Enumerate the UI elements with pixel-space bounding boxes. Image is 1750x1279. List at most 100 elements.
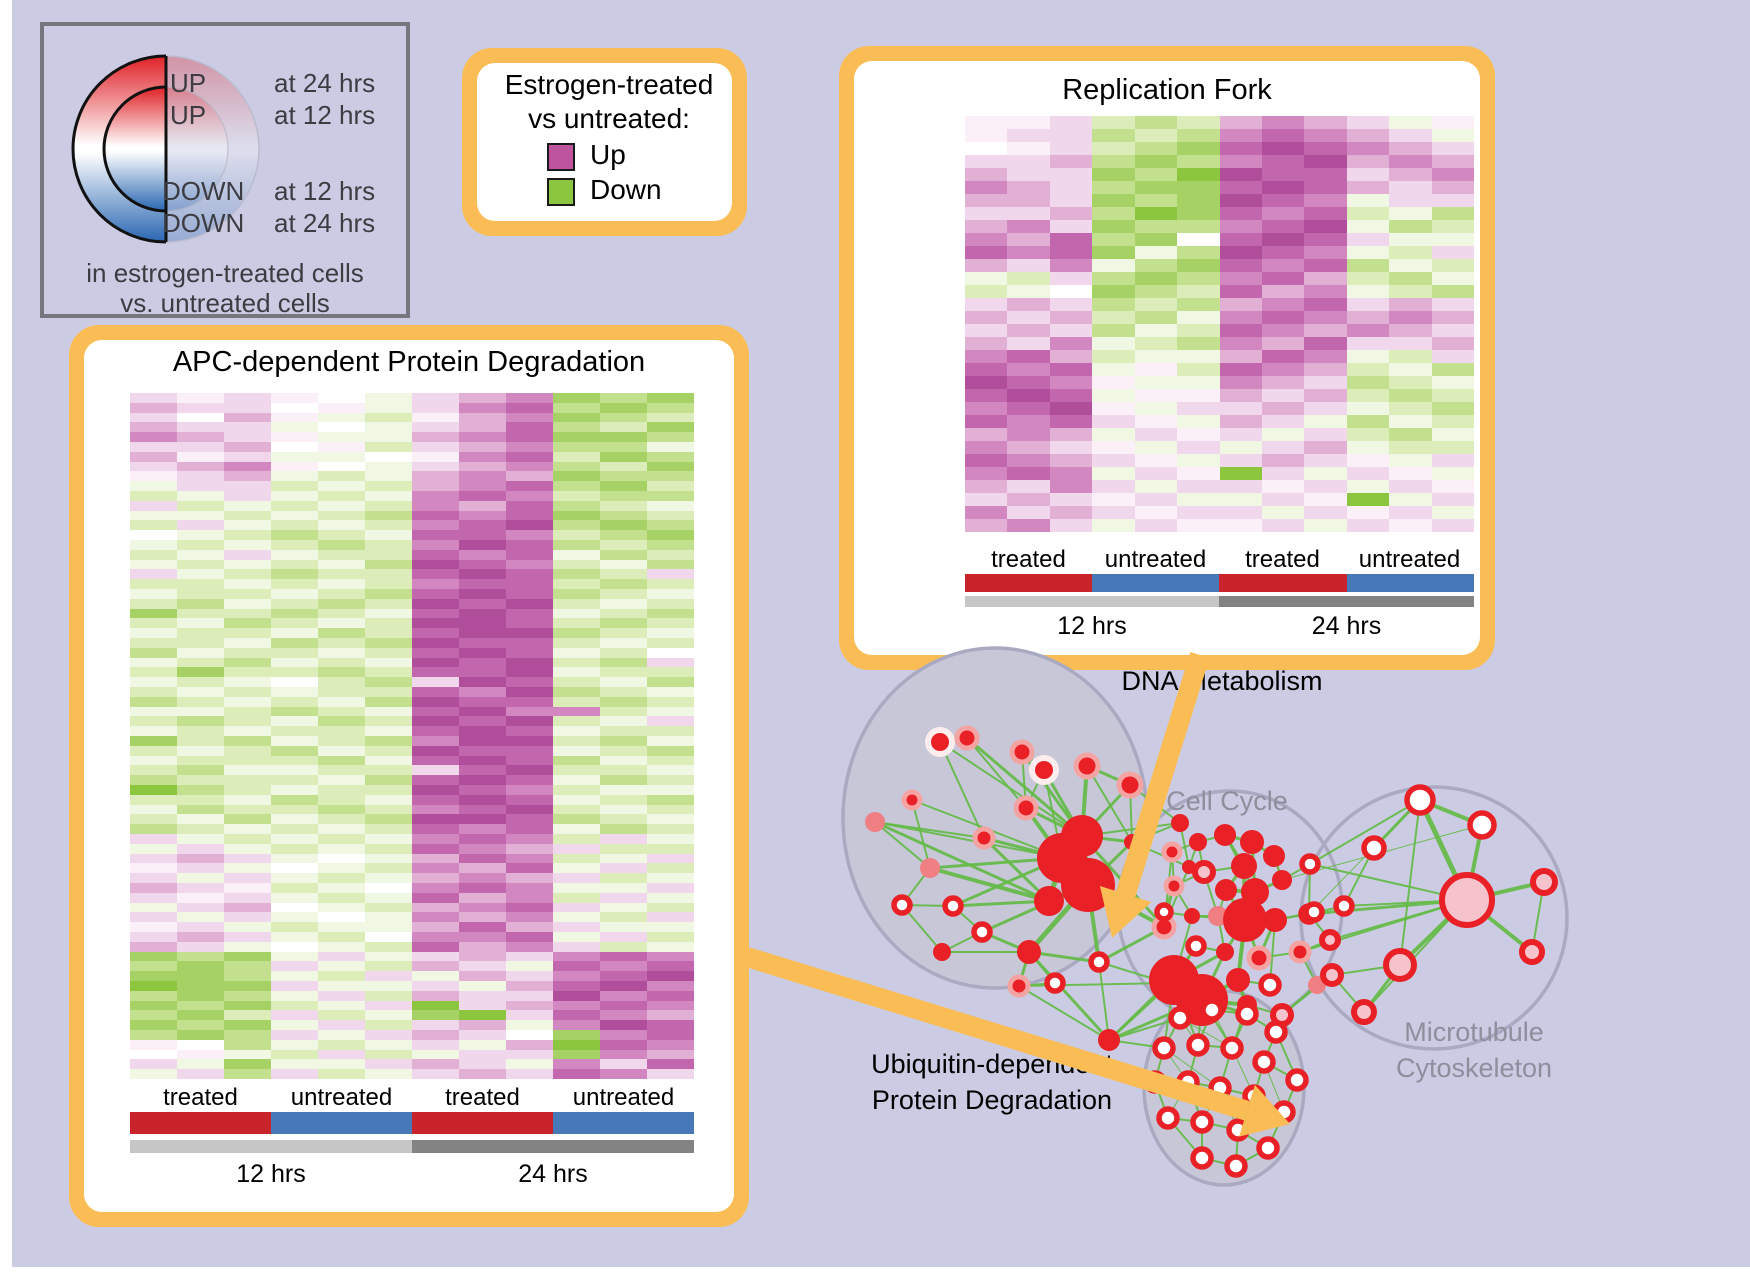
heatmap-cell [1346,363,1390,376]
heatmap-cell [1007,194,1050,207]
heatmap-cell [553,990,600,1001]
heatmap-cell [1261,506,1305,519]
heatmap-cell [412,638,459,648]
heatmap-cell [271,912,318,923]
heatmap-cell [600,530,647,540]
heatmap-cell [647,902,694,913]
network-node [1258,973,1282,997]
heatmap-cell [1431,454,1474,467]
heatmap-cell [271,687,318,697]
heatmap-cell [506,500,553,511]
network-node [972,826,996,850]
heatmap-cell [365,892,412,903]
heatmap-cell [365,1039,412,1050]
heatmap-cell [130,883,177,893]
heatmap-cell [271,696,318,707]
network-edge [874,821,931,869]
heatmap-cell [647,471,694,482]
heatmap-cell [365,1059,412,1070]
network-node [1467,810,1497,840]
heatmap-cell [553,941,600,952]
heatmap-cell [506,716,553,727]
heatmap-cell [1134,493,1178,506]
gene-network-graph [841,646,1569,1187]
heatmap-cell [271,1059,318,1070]
heatmap-cell [600,726,647,736]
heatmap-cell [1092,389,1135,402]
heatmap-cell [1431,246,1474,259]
heatmap-cell [1177,454,1220,467]
heatmap-cell [412,804,459,815]
repfork-group-label-treated-12: treated [991,546,1066,573]
network-node [933,943,951,961]
ring-legend-box: UP at 24 hrs UP at 12 hrs DOWN at 12 hrs… [40,22,410,318]
heatmap-cell [1261,324,1305,337]
heatmap-cell [1219,168,1262,181]
heatmap-cell [177,628,224,638]
heatmap-cell [224,961,271,972]
concentric-ring-gradient-icon [71,54,260,244]
heatmap-cell [177,834,224,844]
heatmap-cell [365,412,412,423]
heatmap-cell [1346,181,1390,194]
repfork-untreated-bar-12 [1092,574,1219,592]
heatmap-cell [412,471,459,482]
heatmap-cell [224,520,271,531]
heatmap-cell [224,667,271,678]
heatmap-cell [1304,324,1347,337]
heatmap-cell [271,736,318,746]
heatmap-cell [1389,233,1432,246]
heatmap-cell [600,873,647,883]
heatmap-cell [177,785,224,795]
heatmap-cell [459,716,506,727]
heatmap-cell [318,932,365,942]
heatmap-cell [506,657,553,668]
heatmap-cell [1261,220,1305,233]
up-color-swatch [547,143,575,171]
heatmap-cell [1431,311,1474,324]
heatmap-cell [177,706,224,717]
heatmap-cell [553,834,600,844]
heatmap-cell [1431,506,1474,519]
heatmap-cell [224,638,271,648]
heatmap-cell [553,843,600,854]
heatmap-cell [177,961,224,972]
heatmap-cell [412,765,459,776]
heatmap-cell [412,981,459,991]
heatmap-cell [600,569,647,580]
network-edge [966,737,1027,809]
heatmap-cell [459,471,506,482]
heatmap-cell [365,579,412,589]
heatmap-cell [553,1069,600,1079]
heatmap-cell [1304,506,1347,519]
repfork-time-label-12hrs: 12 hrs [1057,612,1127,640]
heatmap-cell [647,1069,694,1079]
heatmap-cell [412,500,459,511]
network-edge [873,820,1051,903]
heatmap-cell [1389,285,1432,298]
heatmap-cell [647,834,694,844]
heatmap-cell [1261,207,1305,220]
heatmap-cell [412,598,459,609]
down-color-swatch [547,178,575,206]
heatmap-cell [412,461,459,472]
heatmap-cell [224,765,271,776]
heatmap-cell [459,628,506,638]
heatmap-cell [271,1039,318,1050]
heatmap-cell [600,706,647,717]
heatmap-cell [553,755,600,766]
heatmap-cell [1431,402,1474,415]
heatmap-cell [1007,428,1050,441]
ring-legend-caption-line2: vs. untreated cells [120,288,330,318]
heatmap-cell [1092,246,1135,259]
network-node [1226,968,1250,992]
heatmap-cell [553,1020,600,1030]
heatmap-cell [506,569,553,580]
heatmap-cell [1261,155,1305,168]
heatmap-cell [1431,272,1474,285]
heatmap-cell [224,1049,271,1060]
heatmap-cell [271,549,318,560]
heatmap-cell [647,1049,694,1060]
heatmap-cell [318,402,365,413]
heatmap-cell [271,941,318,952]
